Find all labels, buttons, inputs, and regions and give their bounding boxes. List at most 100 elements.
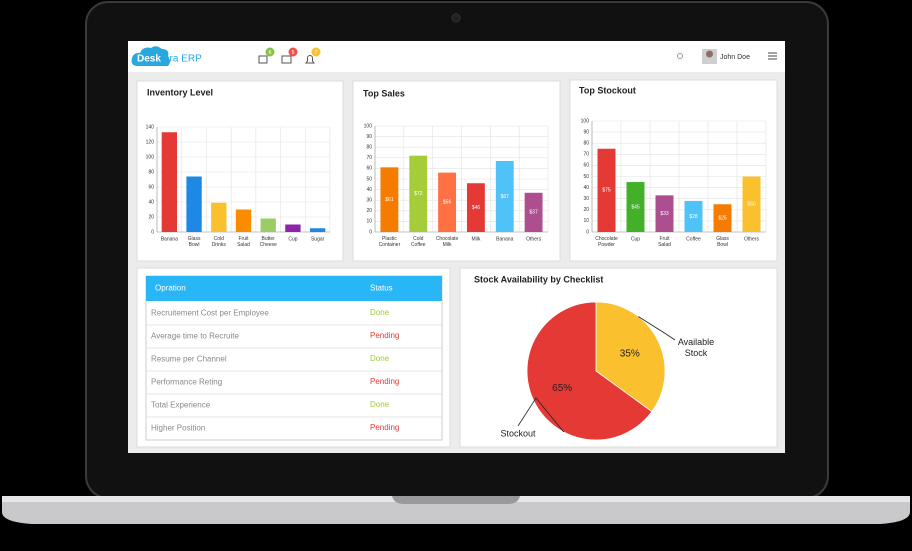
y-tick-label: 20 [148, 214, 154, 220]
y-tick-label: 80 [583, 141, 589, 147]
bar [597, 148, 616, 232]
y-tick-label: 120 [146, 139, 155, 145]
x-tick-label: Cup [288, 236, 297, 242]
chart-title: Stock Availability by Checklist [474, 274, 603, 284]
x-tick-label: Fruit Salad [658, 236, 671, 248]
x-tick-line: Chocolate [595, 236, 618, 242]
y-tick-label: 50 [583, 174, 589, 180]
x-tick-line: Cheese [260, 242, 277, 248]
bar [742, 176, 761, 232]
bar-label: $56 [443, 200, 452, 206]
bar [655, 195, 674, 232]
mail-icon[interactable] [281, 55, 292, 64]
x-tick-label: Glass Bowl [716, 236, 729, 248]
bar-label: $33 [660, 211, 669, 217]
bar-label: $46 [472, 205, 481, 211]
top-bar [128, 41, 785, 72]
x-tick-line: Coffee [411, 242, 426, 248]
bar [495, 160, 514, 232]
laptop-base [2, 496, 910, 524]
x-tick-label: Glass Bowl [188, 236, 201, 248]
bar [260, 218, 276, 232]
menu-icon[interactable] [768, 52, 777, 60]
callout-line [638, 316, 676, 341]
pie-legend-label: Available Stock [678, 337, 714, 358]
x-tick-line: Chocolate [436, 236, 459, 242]
bar [186, 176, 202, 232]
pie-slice [526, 301, 653, 441]
x-tick-line: Fruit [660, 236, 671, 242]
bar [684, 200, 703, 232]
status-cell: Done [370, 400, 390, 409]
y-tick-label: 30 [583, 196, 589, 202]
table-header [146, 276, 442, 301]
y-tick-label: 0 [151, 229, 154, 235]
y-tick-label: 80 [366, 145, 372, 151]
operation-cell: Performance Reting [151, 378, 222, 387]
logo-cloud [131, 46, 170, 66]
x-tick-line: Powder [598, 242, 615, 248]
x-tick-line: Milk [443, 242, 452, 248]
bar-label: $72 [414, 191, 423, 197]
x-tick-line: Cold [214, 236, 225, 242]
bar [380, 167, 399, 232]
bar [211, 202, 227, 232]
x-tick-line: Glass [188, 236, 201, 242]
bell-icon[interactable] [305, 55, 315, 64]
status-cell: Pending [370, 331, 399, 340]
x-tick-line: Fruit [239, 236, 250, 242]
bar [438, 172, 457, 232]
operation-cell: Resume per Channel [151, 355, 227, 364]
badge-count: 6 [269, 50, 272, 56]
y-tick-label: 100 [581, 118, 590, 124]
user-name[interactable]: John Doe [720, 54, 750, 61]
bar-label: $37 [529, 210, 538, 216]
y-tick-label: 40 [148, 199, 154, 205]
logo: Desk era ERP [131, 46, 202, 66]
x-tick-label: Milk [471, 236, 480, 242]
x-tick-line: Butter [262, 236, 276, 242]
x-tick-label: Cold Coffee [411, 236, 426, 248]
bar [285, 224, 301, 232]
bar-label: $50 [747, 202, 756, 208]
y-tick-label: 60 [583, 163, 589, 169]
bar [309, 228, 326, 232]
x-tick-line: Container [379, 242, 401, 248]
status-cell: Done [370, 308, 390, 317]
pie-legend-line: Available [678, 337, 714, 347]
x-tick-label: Others [526, 236, 542, 242]
y-tick-label: 40 [366, 187, 372, 193]
status-cell: Pending [370, 423, 399, 432]
x-tick-label: Fruit Salad [237, 236, 250, 248]
bar-label: $75 [602, 188, 611, 194]
y-tick-label: 0 [369, 229, 372, 235]
x-tick-label: Banana [161, 236, 178, 242]
badge [311, 47, 321, 57]
x-tick-line: Cold [413, 236, 424, 242]
y-tick-label: 90 [366, 134, 372, 140]
badge-count: 7 [315, 50, 318, 56]
badge [265, 47, 275, 57]
x-tick-label: Others [744, 236, 760, 242]
bar [235, 209, 252, 232]
tasks-icon[interactable] [258, 55, 268, 64]
chart-title: Top Stockout [579, 85, 636, 95]
search-icon[interactable] [677, 53, 683, 59]
bar-label: $45 [631, 204, 640, 210]
chart-title: Inventory Level [147, 87, 213, 97]
status-cell: Pending [370, 377, 399, 386]
bar [161, 132, 178, 232]
pie-value-label: 35% [620, 348, 640, 359]
x-tick-label: Sugar [311, 236, 325, 242]
operation-cell: Higher Position [151, 424, 205, 433]
y-tick-label: 20 [366, 208, 372, 214]
y-tick-label: 80 [148, 169, 154, 175]
x-tick-label: Cold Drinks [212, 236, 227, 248]
badge [288, 47, 298, 57]
bar [713, 204, 732, 232]
chart-title: Top Sales [363, 88, 405, 98]
pie-slice [595, 301, 666, 413]
operation-cell: Average time to Recruite [151, 332, 239, 341]
x-tick-line: Bowl [189, 242, 200, 248]
operation-cell: Total Experience [151, 401, 211, 410]
